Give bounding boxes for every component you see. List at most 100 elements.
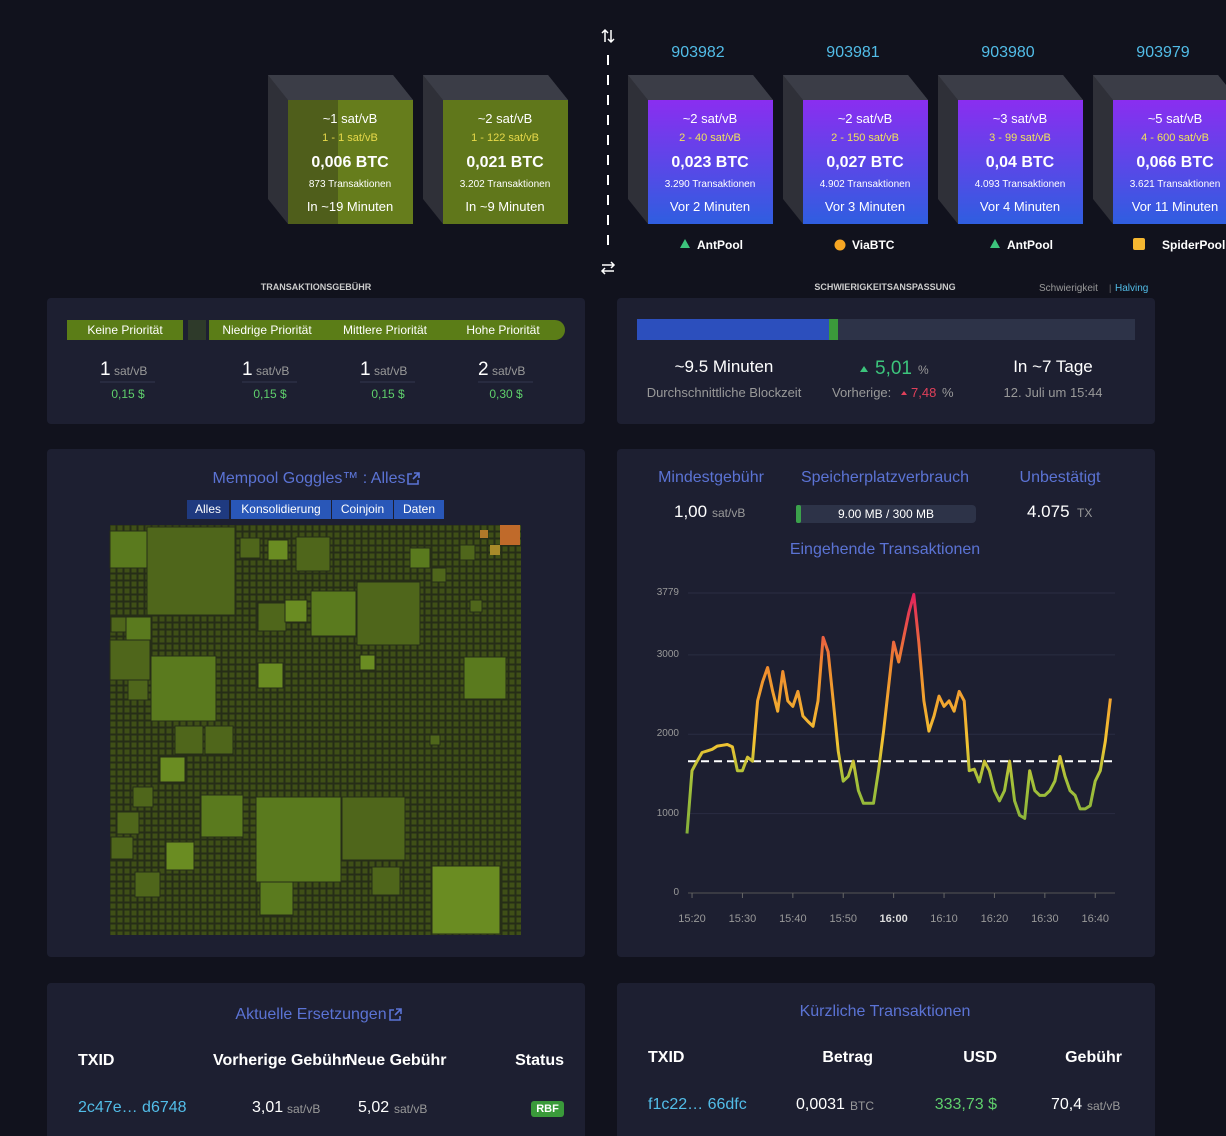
link[interactable]: Schwierigkeit [1039,283,1098,294]
memory-fill [796,505,801,523]
treemap-block [110,836,134,860]
table-header: Vorherige Gebühr [213,1052,348,1069]
cube-top [423,75,568,100]
cube-top [268,75,413,100]
txid[interactable]: f1c22… 66dfc [648,1096,747,1113]
txid[interactable]: 2c47e… d6748 [78,1099,187,1116]
priority-value: 1 [242,359,253,380]
block-btc: 0,066 BTC [1136,154,1214,171]
goggles-title[interactable]: Mempool Goggles™ : Alles [212,470,406,487]
treemap-block [239,537,261,559]
tab[interactable]: Coinjoin [332,500,393,519]
block-height[interactable]: 903981 [826,44,880,61]
block-fee-range: 1 - 122 sat/vB [471,132,539,144]
treemap-block [310,590,357,637]
block-fee: ~2 sat/vB [477,111,533,126]
treemap-block [429,734,441,746]
change-unit: % [918,363,929,377]
priority-label: Niedrige Priorität [222,323,312,337]
block-eta: In ~19 Minuten [306,199,394,214]
amount-unit: BTC [850,1099,874,1113]
external-link-icon [389,472,420,1021]
treemap-block [159,756,186,783]
priority-label: Keine Priorität [87,323,163,337]
x-tick-label: 16:30 [1031,913,1059,925]
fee-bar-none [67,320,183,340]
y-tick-label: 3779 [656,587,679,598]
table-title[interactable]: Aktuelle Ersetzungen [235,1006,387,1023]
treemap-block [359,654,376,671]
block-pool[interactable]: SpiderPool [1162,238,1226,252]
previous: 7,48 [911,385,937,400]
tab[interactable]: Alles [187,500,229,519]
block-fee: ~5 sat/vB [1147,111,1203,126]
cube-front [958,100,1083,224]
block-btc: 0,04 BTC [985,154,1055,171]
x-tick-label: 16:10 [930,913,958,925]
block-height[interactable]: 903980 [981,44,1035,61]
x-tick-label: 16:00 [879,913,908,925]
replacements-panel [47,983,585,1136]
status-badge: RBF [531,1101,564,1117]
block-fee-range: 2 - 40 sat/vB [679,132,741,144]
block-btc: 0,023 BTC [671,154,749,171]
block-btc: 0,021 BTC [466,154,544,171]
up-arrow [860,366,868,372]
cube-front [803,100,928,224]
y-tick-label: 3000 [656,648,679,660]
block-pool[interactable]: AntPool [1007,238,1053,252]
treemap-block [341,796,406,861]
block-height[interactable]: 903979 [1136,44,1190,61]
treemap-block [295,536,331,572]
tab[interactable]: Daten [394,500,444,519]
treemap-block [463,656,507,700]
block-tx: 3.621 Transaktionen [1129,179,1221,190]
memory-text: 9.00 MB / 300 MB [837,507,935,521]
fee: 70,4 [1051,1096,1083,1113]
cube-front [1113,100,1226,224]
stat-unit: TX [1077,506,1093,520]
block-fee: ~3 sat/vB [992,111,1048,126]
stat-unit: sat/vB [712,506,746,520]
block-fee-range: 3 - 99 sat/vB [989,132,1051,144]
block-pool[interactable]: ViaBTC [852,238,895,252]
treemap-block [109,530,148,569]
amount: 0,0031 [796,1096,845,1113]
treemap-block [257,602,287,632]
transactions-panel [617,983,1155,1136]
block-tx: 4.093 Transaktionen [974,179,1066,190]
block-eta: In ~9 Minuten [465,199,545,214]
x-tick-label: 15:30 [728,913,757,925]
block-time-label: Durchschnittliche Blockzeit [646,385,802,400]
treemap-block [431,865,501,935]
table-header: Neue Gebühr [346,1052,447,1069]
cube-top [938,75,1083,100]
link[interactable]: Halving [1115,283,1149,294]
priority-label: Hohe Priorität [466,323,540,337]
y-tick-label: 2000 [656,728,679,740]
fee-bar-gap [188,320,206,340]
block-tx: 4.902 Transaktionen [819,179,911,190]
x-tick-label: 15:20 [678,913,706,925]
treemap-block [125,616,152,643]
cube-front [648,100,773,224]
block-time: Vor 11 Minuten [1131,199,1219,214]
tab[interactable]: Konsolidierung [231,500,331,519]
treemap [109,525,520,935]
up-arrow [901,391,907,395]
x-tick-label: 15:40 [779,913,807,925]
table-title: Kürzliche Transaktionen [799,1003,971,1020]
block-height[interactable]: 903982 [671,44,725,61]
block-fee-range: 1 - 1 sat/vB [322,132,378,144]
treemap-block [150,655,217,722]
block-pool[interactable]: AntPool [697,238,743,252]
swap-icon [601,28,615,44]
table-header: Status [515,1052,564,1069]
stat-value: 4.075 [1027,502,1070,521]
cube-fill [338,100,413,224]
treemap-block [146,526,236,616]
fee-unit: sat/vB [287,1102,321,1116]
priority-unit: sat/vB [374,364,408,378]
priority-value: 1 [100,359,111,380]
